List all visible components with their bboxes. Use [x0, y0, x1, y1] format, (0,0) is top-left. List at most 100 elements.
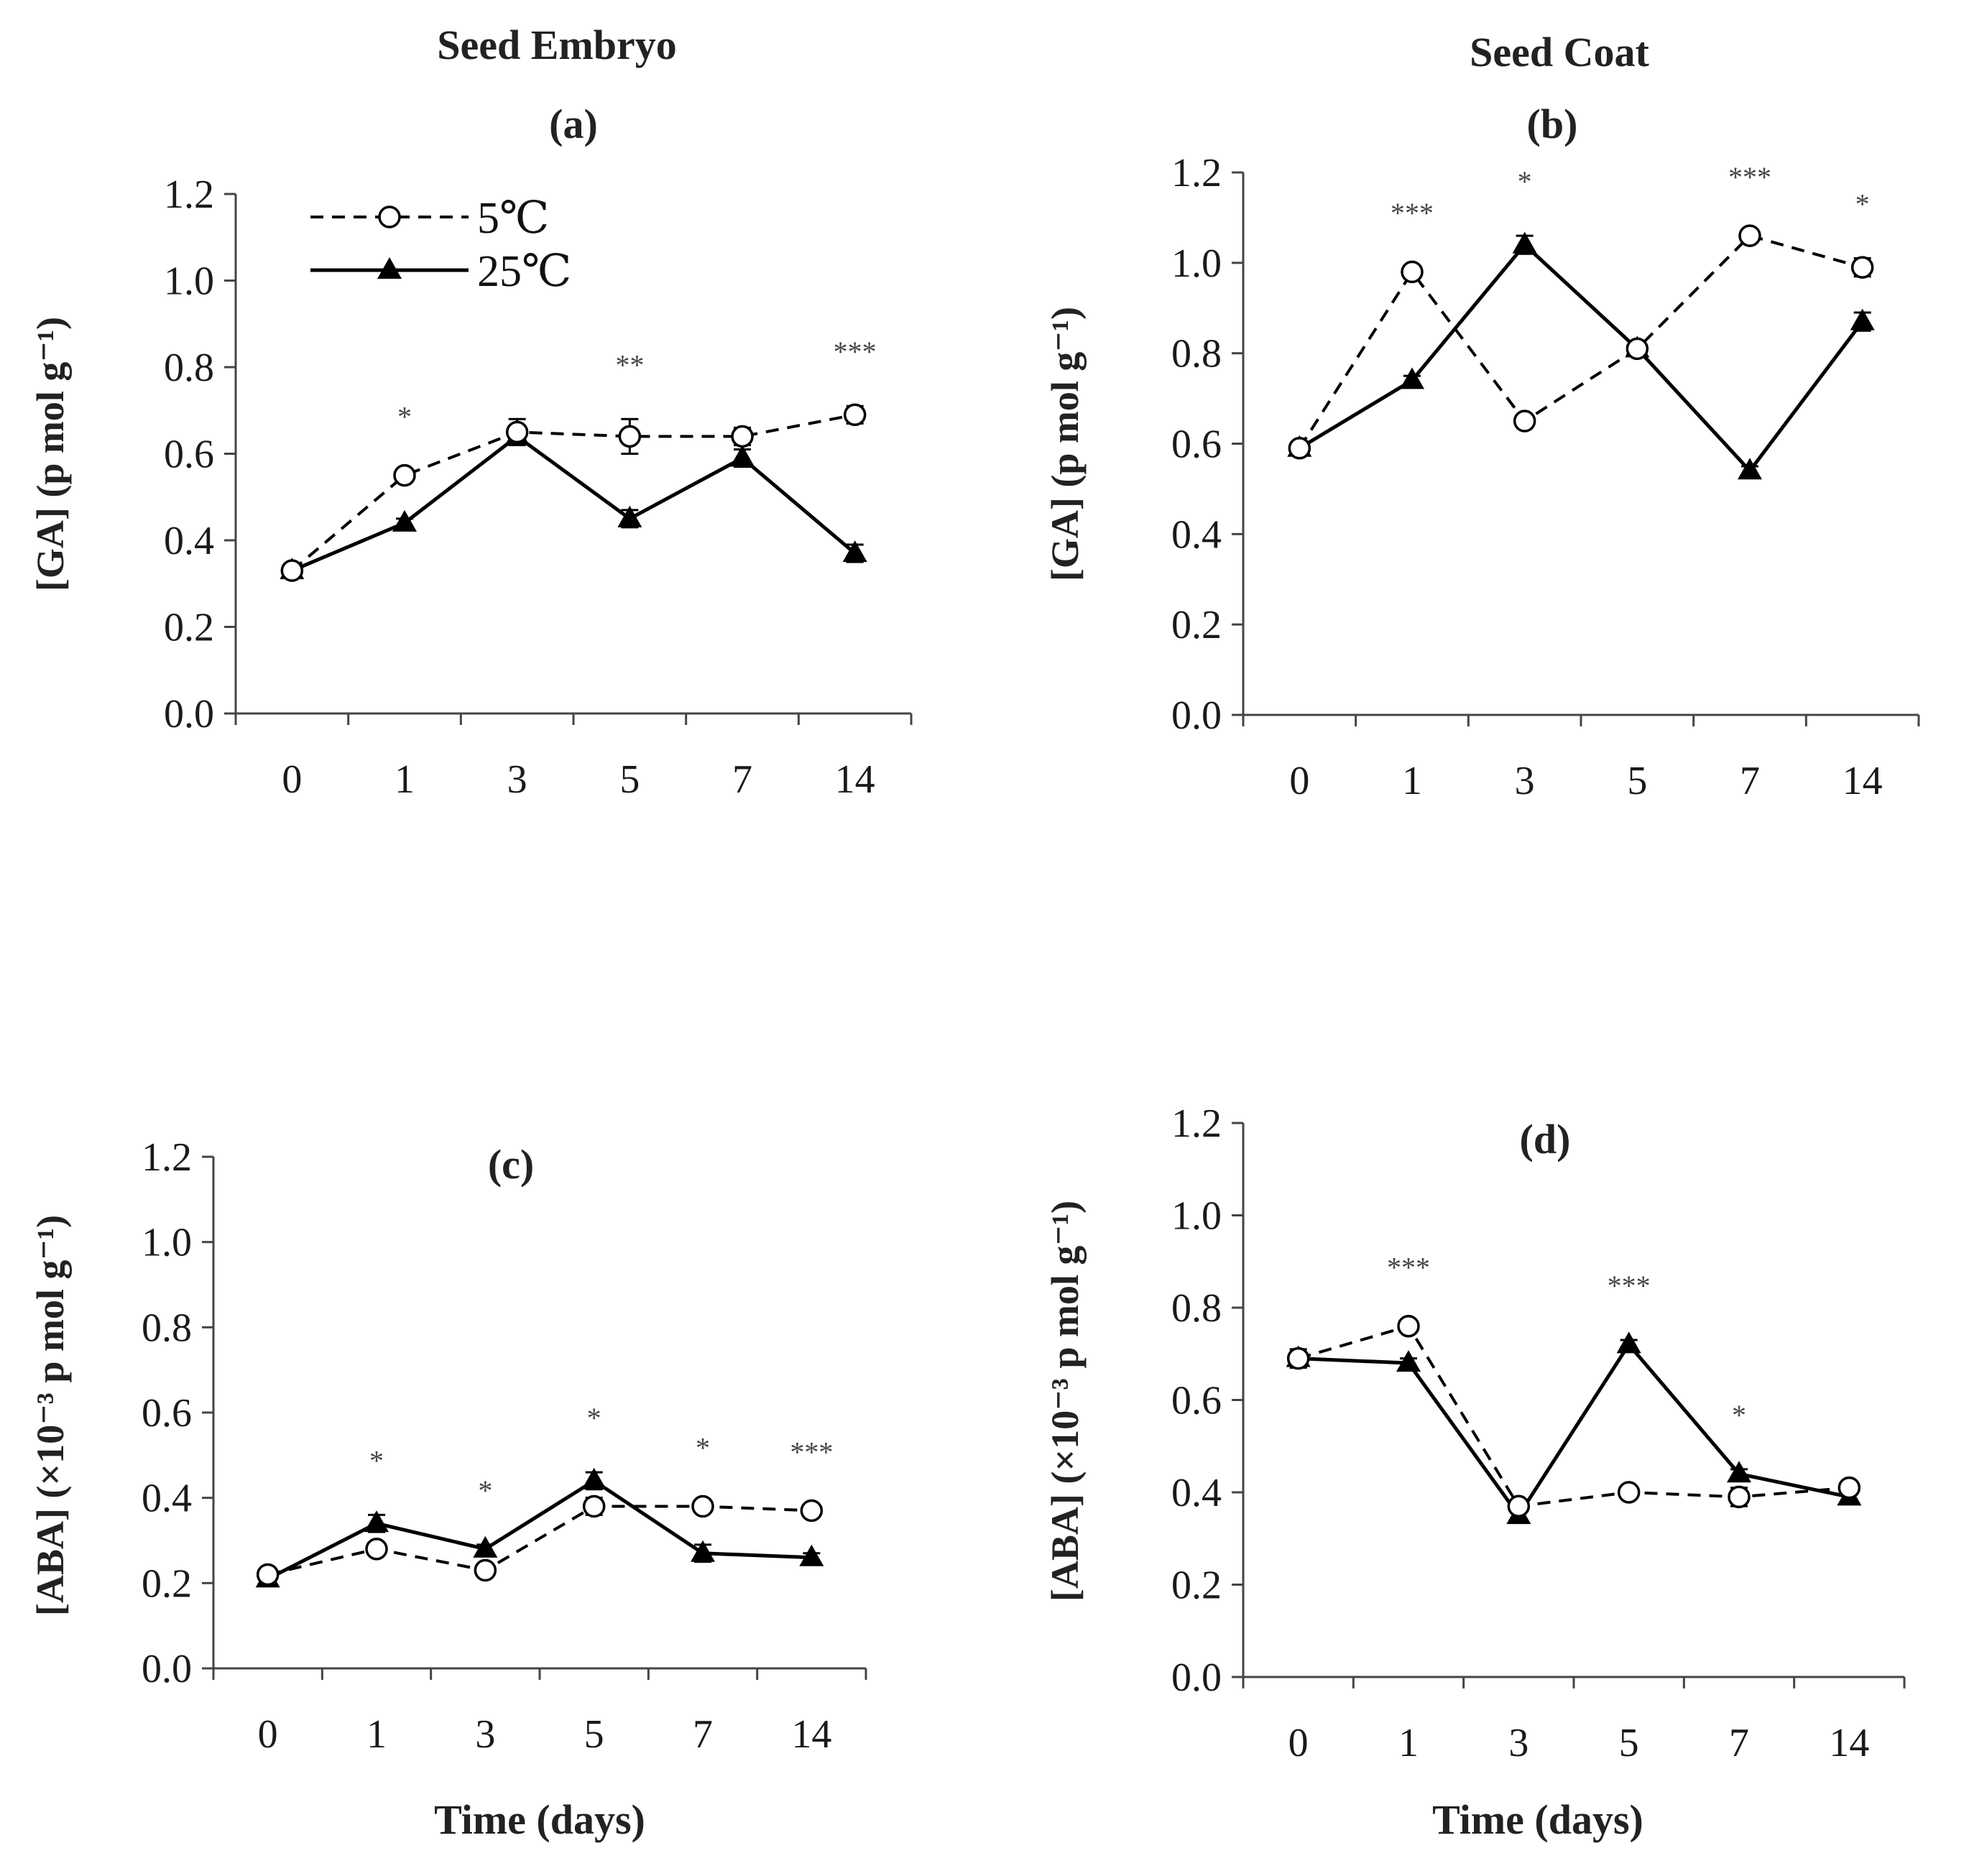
point-25c	[842, 540, 867, 563]
significance-marker: **	[615, 348, 644, 381]
x-tick-label: 7	[732, 757, 752, 802]
point-5c	[280, 559, 304, 582]
y-axis-label: [ABA] (×10⁻³ p mol g⁻¹)	[29, 1215, 72, 1616]
series-line-25c	[291, 434, 857, 573]
y-tick-label: 0.2	[164, 606, 214, 650]
point-5c	[618, 425, 642, 448]
y-tick-label: 0.4	[164, 519, 214, 563]
point-5c	[1738, 224, 1761, 247]
point-25c	[581, 1467, 607, 1489]
point-5c	[365, 1538, 388, 1561]
y-tick-label: 1.2	[1171, 1101, 1222, 1146]
y-tick-label: 0.2	[1171, 603, 1222, 647]
significance-marker: ***	[1608, 1270, 1651, 1302]
y-tick-label: 0.8	[1171, 1286, 1222, 1331]
column-title-embryo: Seed Embryo	[437, 22, 677, 68]
y-tick-label: 0.0	[1171, 693, 1222, 738]
significance-marker: ***	[1728, 161, 1771, 193]
y-tick-label: 1.2	[164, 172, 214, 217]
point-5c	[1397, 1314, 1420, 1338]
panels: 0.0 0.2 0.4 0.6 0.8 1.0 1.2 0 1 3 5 7 14 (a) [GA] (p m…	[29, 101, 1920, 1843]
point-25c	[1396, 1350, 1421, 1372]
point-25c	[1400, 367, 1424, 389]
chart-panel-b: 0.0 0.2 0.4 0.6 0.8 1.0 1.2 0 1 3 5 7 14 (b) [GA] (p m…	[1043, 101, 1920, 803]
y-axis-label: [GA] (p mol g⁻¹)	[1043, 307, 1087, 581]
legend-label-25c: 25℃	[477, 247, 571, 296]
y-tick-label: 0.2	[142, 1561, 192, 1606]
y-tick-label: 0.0	[164, 692, 214, 736]
significance-marker: *	[587, 1402, 601, 1434]
point-5c	[731, 425, 754, 448]
point-5c	[1626, 337, 1649, 361]
y-axis-label: [GA] (p mol g⁻¹)	[29, 317, 72, 591]
x-tick-label: 5	[1627, 759, 1647, 803]
y-tick-label: 0.0	[1171, 1655, 1222, 1700]
x-axis-label: Time (days)	[434, 1796, 645, 1843]
significance-marker: *	[1732, 1399, 1746, 1431]
point-25c	[473, 1535, 498, 1558]
point-5c	[1837, 1476, 1861, 1500]
chart-panel-c: 0.0 0.2 0.4 0.6 0.8 1.0 1.2 0 1 3 5 7 14 (c) [ABA] (×1…	[29, 1135, 867, 1843]
point-5c	[1288, 437, 1311, 460]
point-5c	[1507, 1494, 1531, 1518]
point-25c	[1850, 308, 1875, 331]
panel-label: (c)	[488, 1141, 534, 1188]
x-tick-label: 1	[366, 1712, 387, 1757]
x-tick-label: 1	[395, 757, 415, 802]
y-tick-label: 0.4	[1171, 512, 1222, 557]
significance-marker: *	[397, 401, 412, 433]
significance-marker: *	[1855, 188, 1870, 221]
y-axis-label: [ABA] (×10⁻³ p mol g⁻¹)	[1043, 1201, 1087, 1602]
legend-marker-25c	[377, 257, 402, 279]
chart-panel-a: 0.0 0.2 0.4 0.6 0.8 1.0 1.2 0 1 3 5 7 14 (a) [GA] (p m…	[29, 101, 913, 802]
point-25c	[1738, 458, 1762, 480]
x-tick-label: 5	[584, 1712, 604, 1757]
y-tick-label: 1.2	[1171, 151, 1222, 195]
significance-marker: ***	[790, 1436, 833, 1469]
column-title-coat: Seed Coat	[1470, 29, 1649, 75]
point-25c	[364, 1510, 389, 1533]
y-tick-label: 1.0	[142, 1221, 192, 1265]
point-5c	[843, 403, 867, 427]
x-tick-label: 5	[619, 757, 640, 802]
significance-marker: ***	[834, 336, 877, 368]
point-25c	[691, 1540, 715, 1562]
x-tick-label: 0	[282, 757, 302, 802]
y-tick-label: 0.8	[142, 1306, 192, 1350]
x-tick-label: 7	[1740, 759, 1760, 803]
series-line-5c	[1298, 234, 1863, 449]
panel-label: (b)	[1527, 101, 1578, 147]
significance-marker: *	[1518, 165, 1532, 198]
chart-panel-d: 0.0 0.2 0.4 0.6 0.8 1.0 1.2 0 1 3 5 7 14 (d) [ABA] (×1…	[1043, 1101, 1906, 1843]
significance-marker: *	[369, 1444, 384, 1477]
point-5c	[1286, 1346, 1310, 1370]
series-line-25c	[1298, 1341, 1850, 1519]
panel-label: (d)	[1520, 1116, 1571, 1163]
point-25c	[392, 509, 417, 532]
y-tick-label: 0.8	[164, 346, 214, 390]
significance-marker: *	[478, 1474, 492, 1507]
x-tick-label: 3	[475, 1712, 495, 1757]
point-5c	[393, 463, 416, 487]
point-5c	[474, 1558, 497, 1582]
y-tick-label: 0.6	[1171, 422, 1222, 467]
legend: 5℃25℃	[310, 194, 571, 296]
x-tick-label: 5	[1619, 1721, 1639, 1765]
x-tick-label: 3	[507, 757, 527, 802]
point-5c	[256, 1563, 280, 1586]
y-tick-label: 1.2	[142, 1135, 192, 1180]
point-5c	[1513, 410, 1536, 433]
y-tick-label: 1.0	[1171, 241, 1222, 286]
point-5c	[1728, 1485, 1751, 1509]
series-line-5c	[1298, 1324, 1850, 1508]
point-5c	[1850, 256, 1874, 279]
y-tick-label: 0.4	[142, 1477, 192, 1521]
point-5c	[800, 1499, 824, 1522]
y-tick-label: 0.6	[142, 1391, 192, 1436]
y-tick-label: 0.8	[1171, 332, 1222, 376]
y-tick-label: 0.2	[1171, 1563, 1222, 1608]
legend-label-5c: 5℃	[477, 194, 549, 243]
series-line-25c	[1299, 242, 1864, 474]
x-tick-label: 14	[1829, 1721, 1869, 1765]
